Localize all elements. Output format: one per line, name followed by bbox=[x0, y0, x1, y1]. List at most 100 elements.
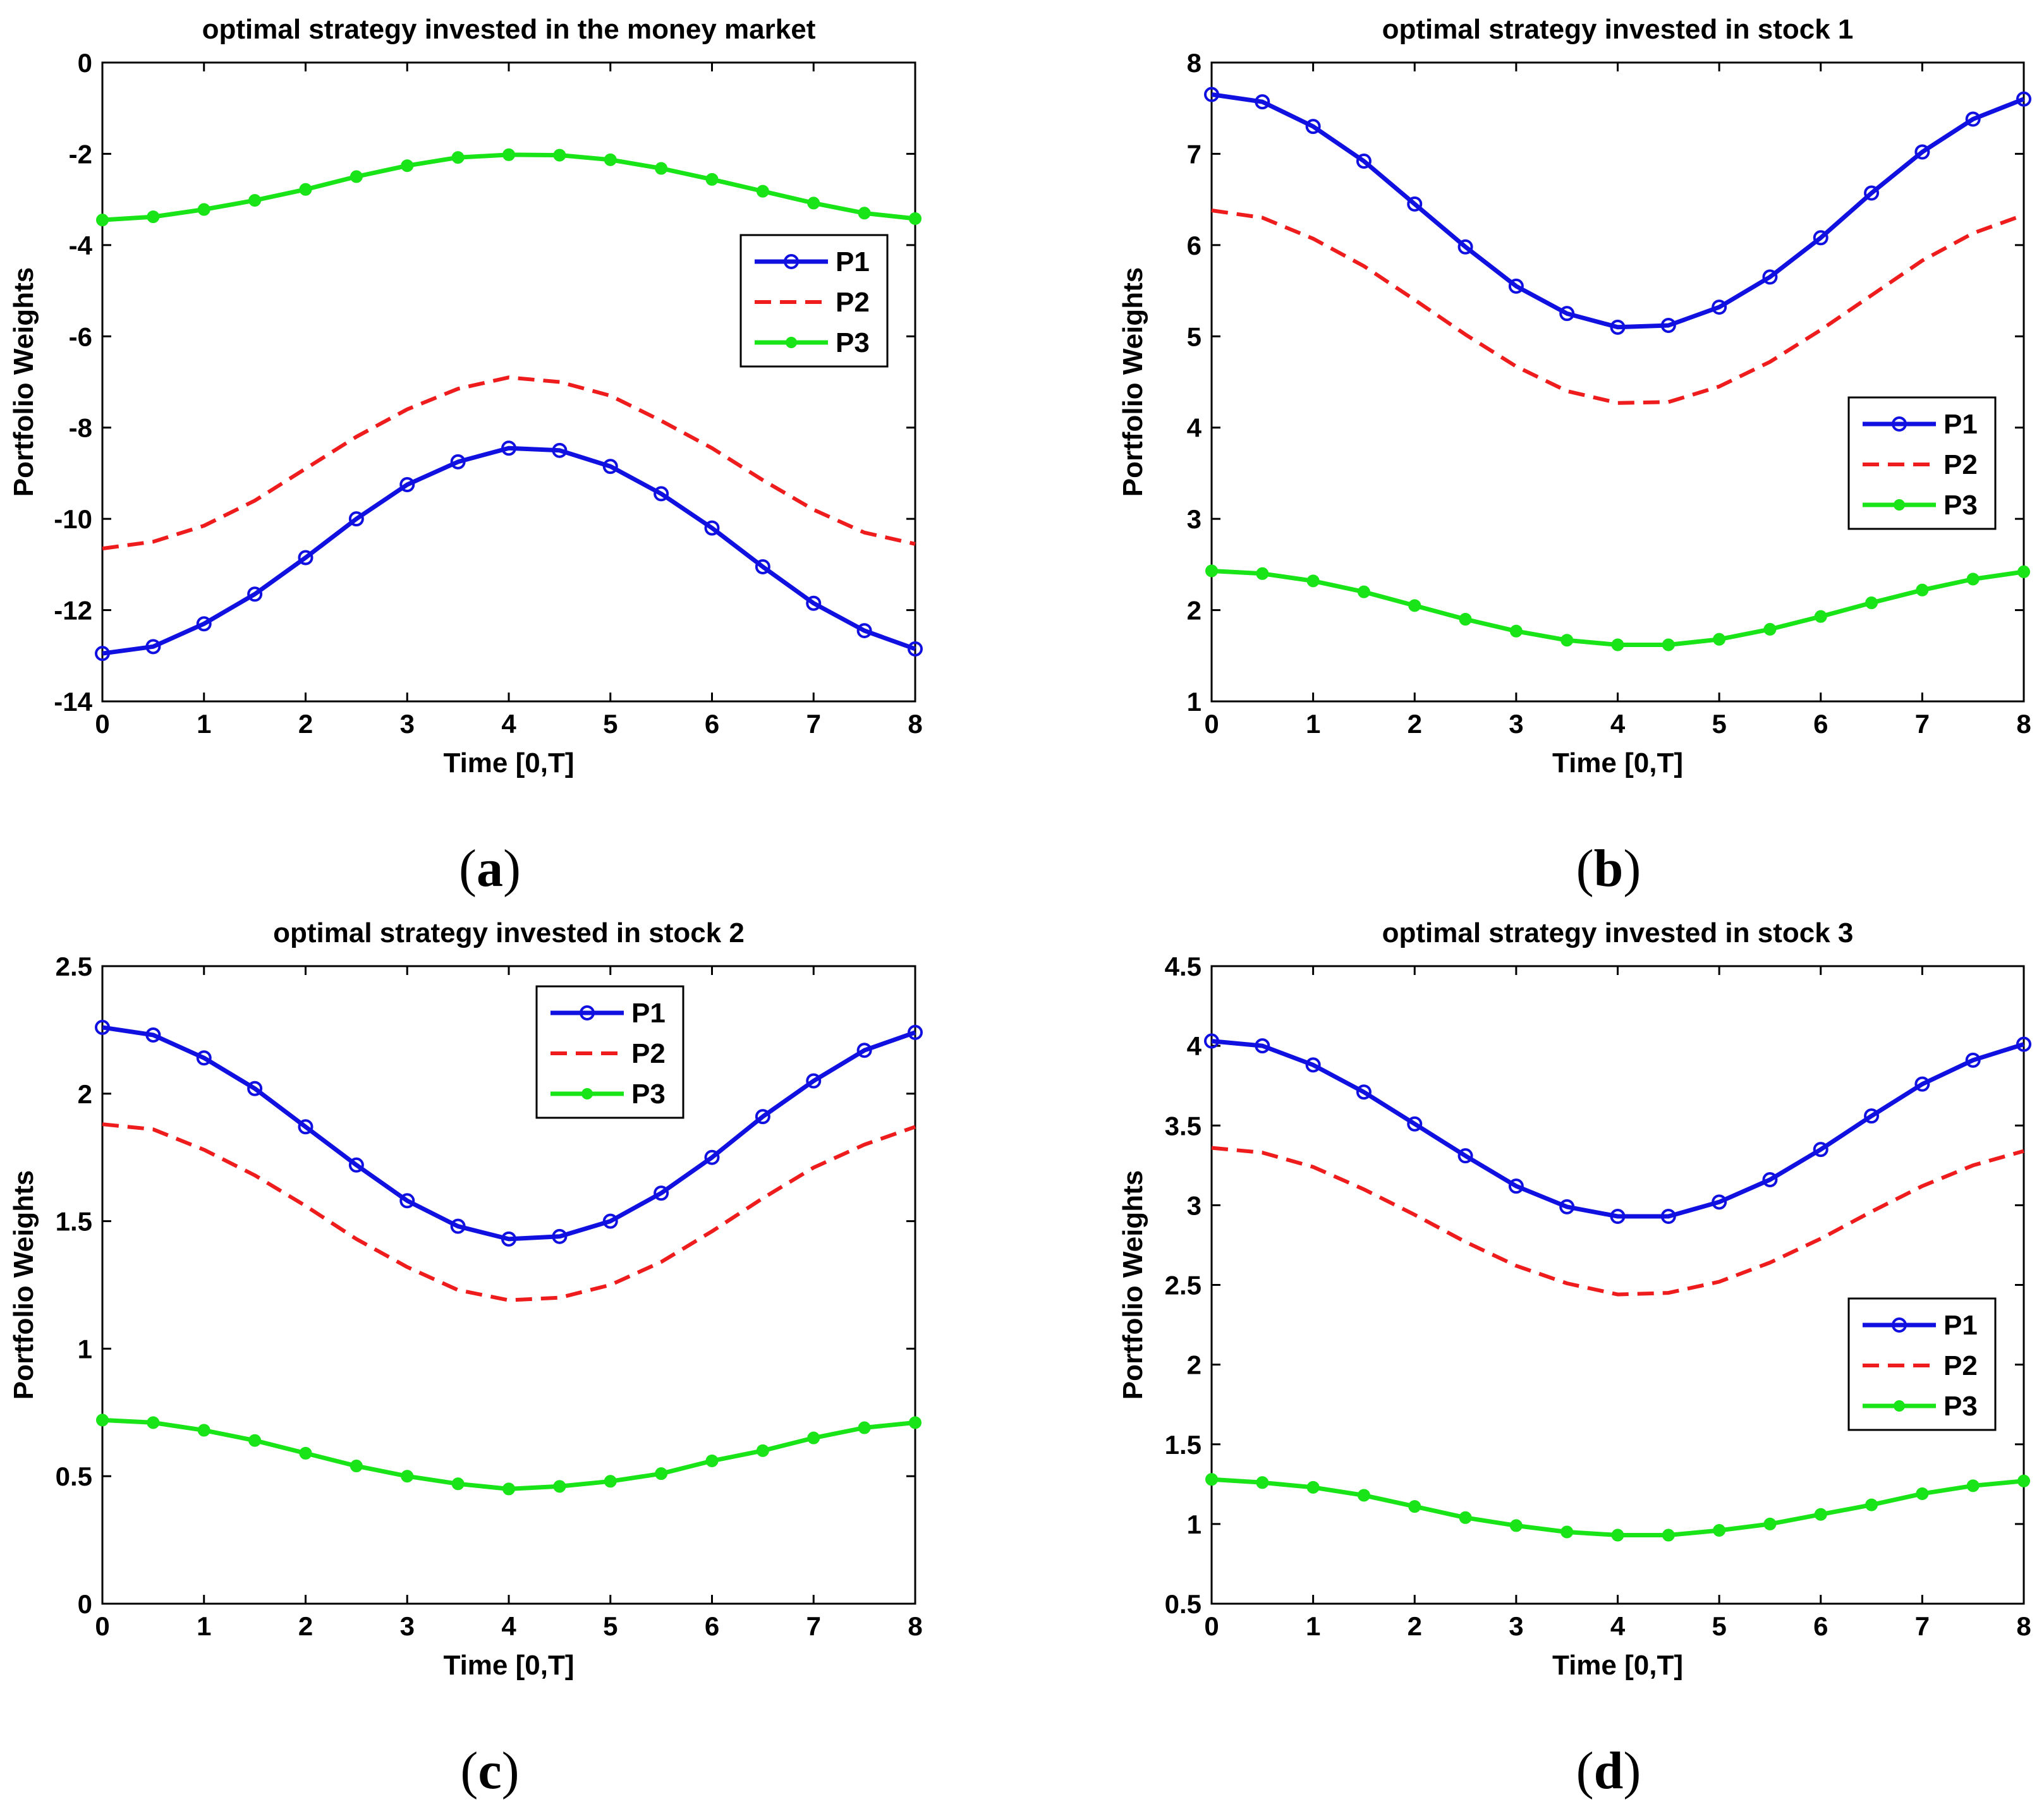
data-point-p3 bbox=[147, 1416, 160, 1429]
x-tick-label: 6 bbox=[705, 1611, 719, 1641]
legend-marker-p1 bbox=[580, 1005, 595, 1020]
series-line-p1 bbox=[1211, 1039, 2025, 1219]
data-point-p1 bbox=[1864, 1108, 1880, 1124]
data-point-p1 bbox=[1255, 1038, 1270, 1054]
legend-label-p2: P2 bbox=[1944, 449, 1978, 480]
data-point-p1 bbox=[1255, 94, 1270, 110]
panel-label: (b) bbox=[1576, 839, 1641, 898]
data-point-p1 bbox=[1610, 1209, 1626, 1225]
x-tick-label: 1 bbox=[197, 1611, 211, 1641]
y-tick-label: 5 bbox=[1187, 322, 1201, 351]
y-tick-label: 6 bbox=[1187, 231, 1201, 260]
data-point-p1 bbox=[1660, 317, 1676, 333]
y-tick-label: -6 bbox=[69, 322, 92, 351]
x-tick-label: 3 bbox=[1509, 1611, 1523, 1641]
data-point-p1 bbox=[1407, 196, 1423, 212]
data-point-p1 bbox=[1965, 1052, 1981, 1068]
data-point-p3 bbox=[401, 1470, 414, 1483]
y-tick-label: 1 bbox=[78, 1334, 92, 1364]
data-point-p3 bbox=[1256, 567, 1269, 580]
chart-panel-a: optimal strategy invested in the money m… bbox=[8, 14, 923, 778]
x-tick-label: 5 bbox=[1712, 1611, 1726, 1641]
data-point-p3 bbox=[1357, 1489, 1370, 1502]
data-point-p3 bbox=[147, 210, 160, 224]
y-tick-label: 1 bbox=[1187, 687, 1201, 717]
data-point-p3 bbox=[1966, 1479, 1980, 1492]
y-tick-label: -2 bbox=[69, 139, 92, 169]
data-point-p1 bbox=[298, 550, 313, 566]
data-point-p3 bbox=[858, 207, 871, 220]
data-point-p3 bbox=[451, 1477, 465, 1491]
data-point-p3 bbox=[1966, 572, 1980, 586]
data-point-p1 bbox=[1610, 319, 1626, 335]
data-point-p3 bbox=[299, 1446, 312, 1460]
x-tick-label: 3 bbox=[1509, 709, 1523, 739]
y-tick-label: 2 bbox=[1187, 1350, 1201, 1380]
data-point-p3 bbox=[2017, 1474, 2030, 1487]
data-point-p1 bbox=[1660, 1209, 1676, 1225]
data-point-p1 bbox=[552, 1228, 568, 1244]
data-point-p1 bbox=[908, 641, 923, 657]
data-point-p3 bbox=[655, 1467, 668, 1480]
data-point-p3 bbox=[1306, 574, 1320, 588]
y-tick-label: 2.5 bbox=[56, 952, 92, 981]
y-axis-label: Portfolio Weights bbox=[1117, 267, 1148, 497]
data-point-p3 bbox=[1509, 1519, 1523, 1532]
data-point-p3 bbox=[604, 1475, 617, 1488]
data-point-p3 bbox=[1459, 1511, 1472, 1524]
data-point-p1 bbox=[247, 1081, 263, 1096]
data-point-p3 bbox=[502, 1482, 515, 1496]
data-point-p1 bbox=[450, 454, 466, 469]
y-tick-label: 0.5 bbox=[56, 1462, 92, 1491]
data-point-p3 bbox=[350, 1460, 363, 1473]
data-point-p1 bbox=[1762, 269, 1778, 285]
data-point-p1 bbox=[1914, 1076, 1930, 1092]
panel-label-letter: d bbox=[1594, 1741, 1624, 1800]
data-point-p1 bbox=[1813, 230, 1828, 246]
legend-label-p1: P1 bbox=[631, 998, 666, 1029]
x-tick-label: 6 bbox=[1813, 1611, 1828, 1641]
data-point-p1 bbox=[704, 520, 720, 536]
y-tick-label: 4 bbox=[1187, 413, 1202, 443]
data-point-p3 bbox=[1713, 633, 1726, 646]
x-tick-label: 8 bbox=[908, 1611, 922, 1641]
data-point-p3 bbox=[807, 197, 820, 210]
legend-label-p1: P1 bbox=[1944, 1310, 1978, 1341]
x-tick-label: 5 bbox=[603, 1611, 617, 1641]
data-point-p1 bbox=[704, 1149, 720, 1165]
axes-frame bbox=[1210, 61, 2025, 703]
x-tick-label: 8 bbox=[2016, 1611, 2031, 1641]
data-point-p1 bbox=[95, 646, 110, 662]
legend-marker-p3 bbox=[1894, 1400, 1905, 1412]
data-point-p3 bbox=[909, 212, 922, 225]
x-tick-label: 5 bbox=[1712, 709, 1726, 739]
y-tick-label: 3.5 bbox=[1165, 1111, 1201, 1141]
panel-label-close: ) bbox=[1623, 1741, 1641, 1800]
y-tick-label: 4.5 bbox=[1165, 952, 1201, 981]
x-axis-label: Time [0,T] bbox=[443, 1650, 574, 1681]
y-tick-label: 0 bbox=[78, 48, 92, 78]
chart-panel-b: optimal strategy invested in stock 10 1 2 3… bbox=[1117, 14, 2031, 778]
data-point-p3 bbox=[1814, 610, 1827, 623]
data-point-p3 bbox=[1611, 638, 1624, 651]
legend: P1 P2 P3 bbox=[739, 234, 889, 368]
data-point-p1 bbox=[1407, 1116, 1423, 1132]
legend-label-p3: P3 bbox=[631, 1079, 666, 1110]
legend-label-p2: P2 bbox=[631, 1038, 666, 1069]
data-point-p3 bbox=[451, 151, 465, 164]
x-tick-label: 0 bbox=[1204, 709, 1219, 739]
data-point-p3 bbox=[553, 148, 566, 162]
data-point-p1 bbox=[247, 586, 263, 602]
legend: P1 P2 P3 bbox=[1847, 396, 1997, 530]
x-tick-label: 2 bbox=[1408, 709, 1422, 739]
y-tick-label: 8 bbox=[1187, 48, 1201, 78]
y-tick-label: -14 bbox=[54, 687, 92, 717]
data-point-p1 bbox=[1204, 87, 1219, 102]
data-point-p1 bbox=[1457, 1148, 1473, 1164]
data-point-p1 bbox=[399, 476, 415, 492]
data-point-p3 bbox=[858, 1421, 871, 1434]
legend-label-p1: P1 bbox=[1944, 409, 1978, 440]
legend-marker-p3 bbox=[581, 1088, 593, 1099]
data-point-p1 bbox=[856, 623, 872, 639]
data-point-p3 bbox=[1916, 583, 1929, 596]
